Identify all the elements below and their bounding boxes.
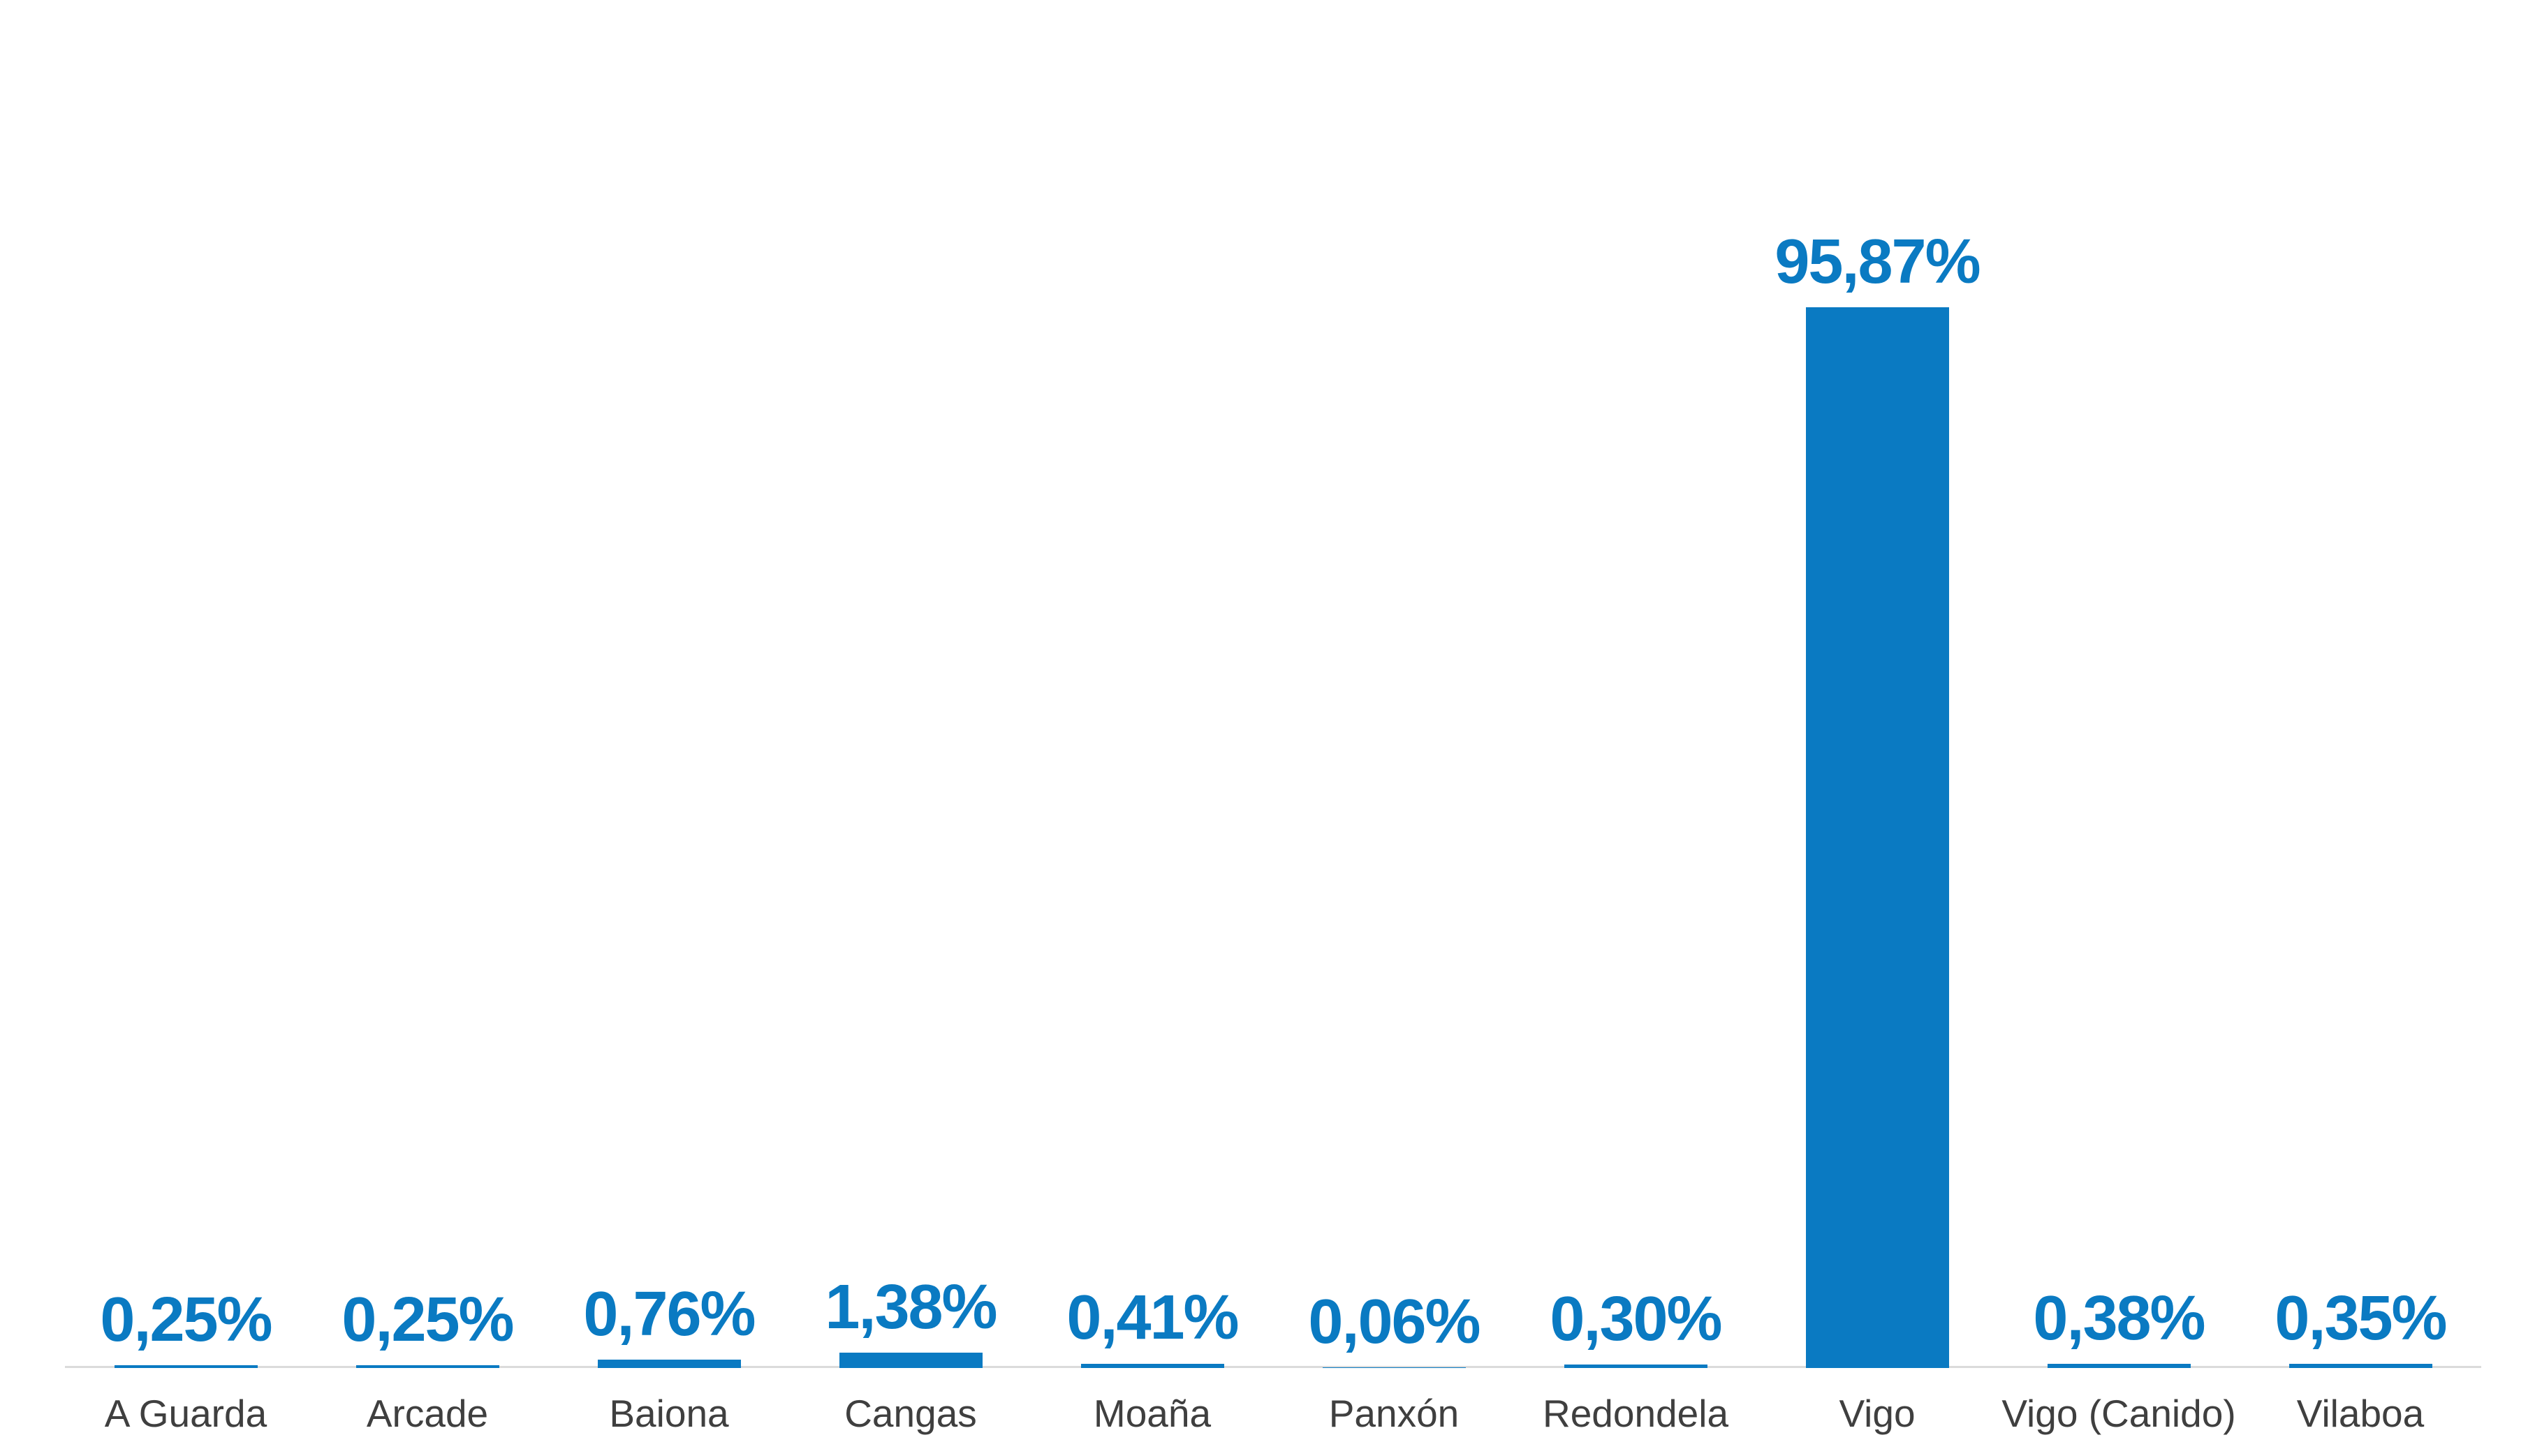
bar-column: 0,25% [65, 0, 307, 1368]
bar-value-label: 95,87% [1774, 226, 1981, 297]
bar-value-label: 0,25% [341, 1284, 514, 1355]
bar-column: 95,87% [1756, 0, 1998, 1368]
bar-column: 0,76% [548, 0, 790, 1368]
x-axis-labels: A Guarda Arcade Baiona Cangas Moaña Panxón Red… [65, 1392, 2481, 1435]
bar [2288, 1364, 2432, 1368]
bar-value-label: 0,30% [1550, 1284, 1722, 1355]
bar [355, 1365, 499, 1368]
bar-value-label: 0,41% [1066, 1283, 1239, 1353]
bar [114, 1365, 258, 1368]
x-axis-category-label: Arcade [366, 1392, 489, 1435]
bar-column: 0,41% [1031, 0, 1273, 1368]
bar-column: 0,06% [1273, 0, 1515, 1368]
bar-value-label: 0,35% [2275, 1284, 2447, 1354]
x-axis-category-label: A Guarda [104, 1392, 267, 1435]
bar [2047, 1363, 2191, 1368]
x-axis-category-label: Redondela [1542, 1392, 1729, 1435]
bar [1322, 1367, 1466, 1368]
bar [597, 1359, 741, 1368]
bar-value-label: 1,38% [825, 1272, 997, 1342]
bar-value-label: 0,76% [583, 1279, 756, 1349]
bar-column: 0,35% [2240, 0, 2481, 1368]
x-axis-line [65, 1366, 2481, 1368]
plot-area: 0,25% 0,25% 0,76% 1,38% 0,41% 0,06% 0,30… [65, 0, 2481, 1368]
x-axis-category-label: Baiona [609, 1392, 729, 1435]
x-axis-category-label: Cangas [844, 1392, 977, 1435]
bar-value-label: 0,25% [100, 1284, 272, 1355]
bar-column: 0,30% [1515, 0, 1756, 1368]
bar [1564, 1365, 1707, 1368]
x-axis-category-label: Vigo [1839, 1392, 1916, 1435]
bar [1805, 307, 1949, 1368]
x-axis-category-label: Moaña [1093, 1392, 1212, 1435]
x-axis-category-label: Panxón [1328, 1392, 1460, 1435]
x-axis-category-label: Vigo (Canido) [2001, 1392, 2236, 1435]
bar-column: 0,38% [1998, 0, 2240, 1368]
bar [839, 1353, 983, 1368]
x-axis-category-label: Vilaboa [2296, 1392, 2425, 1435]
bar-value-label: 0,06% [1308, 1286, 1480, 1357]
bar [1080, 1363, 1224, 1368]
bar-column: 1,38% [790, 0, 1031, 1368]
bar-value-label: 0,38% [2033, 1283, 2205, 1353]
bar-column: 0,25% [307, 0, 548, 1368]
